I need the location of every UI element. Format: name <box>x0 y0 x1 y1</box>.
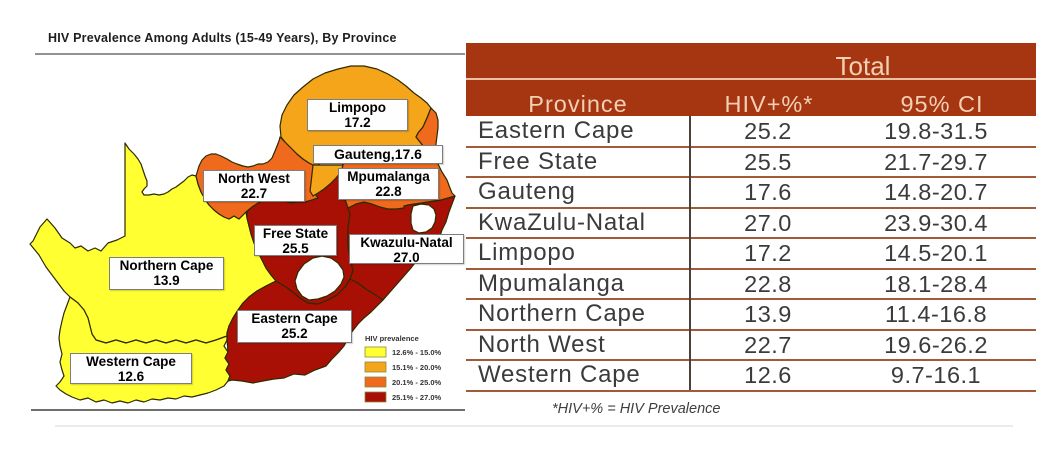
svg-text:15.1% - 20.0%: 15.1% - 20.0% <box>392 363 442 372</box>
svg-text:25.1% - 27.0%: 25.1% - 27.0% <box>392 393 442 402</box>
svg-text:HIV prevalence: HIV prevalence <box>365 334 419 343</box>
svg-text:20.1% - 25.0%: 20.1% - 25.0% <box>392 378 442 387</box>
svg-text:12.6% - 15.0%: 12.6% - 15.0% <box>392 348 442 357</box>
